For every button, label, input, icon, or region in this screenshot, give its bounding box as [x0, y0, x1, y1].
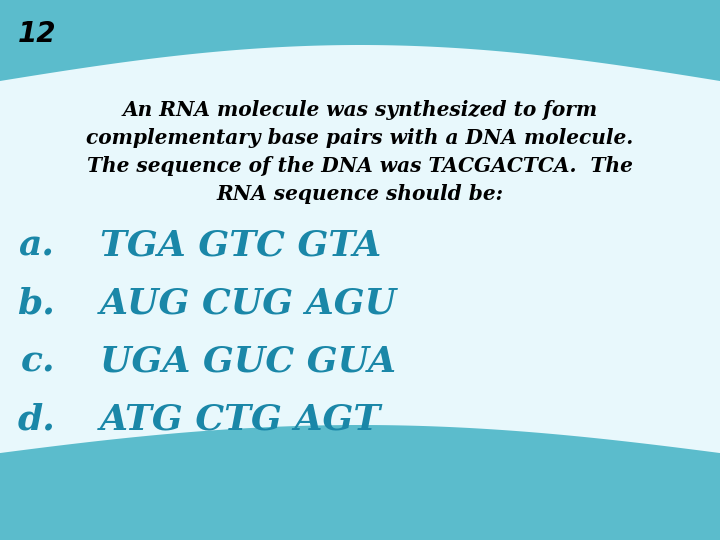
Text: complementary base pairs with a DNA molecule.: complementary base pairs with a DNA mole…: [86, 128, 634, 148]
Text: 12: 12: [18, 20, 56, 48]
Text: An RNA molecule was synthesized to form: An RNA molecule was synthesized to form: [122, 100, 598, 120]
Text: a.: a.: [19, 228, 55, 262]
Text: RNA sequence should be:: RNA sequence should be:: [217, 184, 503, 204]
PathPatch shape: [0, 45, 720, 453]
PathPatch shape: [0, 0, 720, 140]
Text: UGA GUC GUA: UGA GUC GUA: [100, 344, 396, 378]
Text: c.: c.: [20, 344, 55, 378]
Text: AUG CUG AGU: AUG CUG AGU: [100, 286, 397, 320]
Text: ATG CTG AGT: ATG CTG AGT: [100, 402, 382, 436]
Text: b.: b.: [17, 286, 55, 320]
Text: d.: d.: [17, 402, 55, 436]
Text: The sequence of the DNA was TACGACTCA.  The: The sequence of the DNA was TACGACTCA. T…: [87, 156, 633, 176]
PathPatch shape: [0, 410, 720, 540]
Text: TGA GTC GTA: TGA GTC GTA: [100, 228, 382, 262]
